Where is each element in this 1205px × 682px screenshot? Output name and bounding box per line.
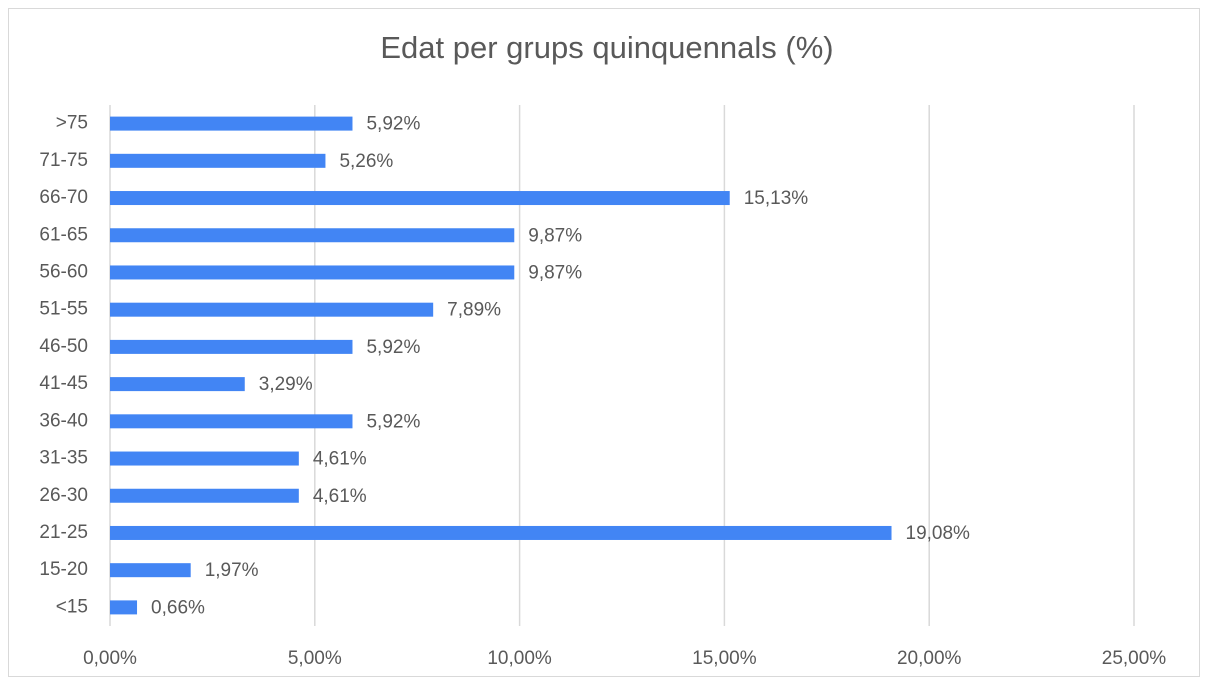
y-tick-label: 15-20 bbox=[39, 559, 88, 580]
data-label: 4,61% bbox=[313, 486, 367, 507]
data-label: 5,92% bbox=[366, 337, 420, 358]
bar bbox=[110, 153, 326, 168]
y-tick-label: 51-55 bbox=[39, 299, 88, 320]
x-tick-label: 10,00% bbox=[487, 648, 552, 669]
x-tick-label: 0,00% bbox=[83, 648, 137, 669]
data-label: 9,87% bbox=[528, 262, 582, 283]
x-tick-label: 5,00% bbox=[288, 648, 342, 669]
y-tick-label: 21-25 bbox=[39, 522, 88, 543]
y-tick-label: >75 bbox=[56, 113, 88, 134]
y-tick-label: 26-30 bbox=[39, 485, 88, 506]
data-label: 5,26% bbox=[339, 151, 393, 172]
bar bbox=[110, 600, 138, 615]
data-label: 19,08% bbox=[906, 523, 971, 544]
y-tick-label: 56-60 bbox=[39, 261, 88, 282]
bar bbox=[110, 414, 353, 429]
y-tick-label: 61-65 bbox=[39, 224, 88, 245]
y-tick-label: 46-50 bbox=[39, 336, 88, 357]
bar bbox=[110, 339, 353, 354]
chart-title: Edat per grups quinquennals (%) bbox=[380, 30, 833, 65]
bar bbox=[110, 116, 353, 131]
y-tick-label: <15 bbox=[56, 596, 88, 617]
x-tick-label: 20,00% bbox=[897, 648, 962, 669]
data-label: 3,29% bbox=[259, 374, 313, 395]
data-label: 7,89% bbox=[447, 300, 501, 321]
data-label: 4,61% bbox=[313, 449, 367, 470]
y-tick-label: 36-40 bbox=[39, 410, 88, 431]
bar bbox=[110, 488, 299, 503]
bar bbox=[110, 563, 191, 578]
y-tick-label: 31-35 bbox=[39, 448, 88, 469]
bar bbox=[110, 228, 515, 243]
bar bbox=[110, 451, 299, 466]
data-label: 1,97% bbox=[205, 560, 259, 581]
data-label: 5,92% bbox=[366, 411, 420, 432]
y-tick-label: 71-75 bbox=[39, 150, 88, 171]
bar bbox=[110, 191, 730, 206]
bar bbox=[110, 265, 515, 280]
bar bbox=[110, 525, 892, 540]
y-tick-label: 66-70 bbox=[39, 187, 88, 208]
y-tick-label: 41-45 bbox=[39, 373, 88, 394]
data-label: 5,92% bbox=[366, 114, 420, 135]
data-label: 0,66% bbox=[151, 597, 205, 618]
data-label: 9,87% bbox=[528, 225, 582, 246]
data-label: 15,13% bbox=[744, 188, 809, 209]
bar bbox=[110, 377, 245, 392]
x-tick-label: 25,00% bbox=[1102, 648, 1167, 669]
x-tick-label: 15,00% bbox=[692, 648, 757, 669]
bar bbox=[110, 302, 434, 317]
